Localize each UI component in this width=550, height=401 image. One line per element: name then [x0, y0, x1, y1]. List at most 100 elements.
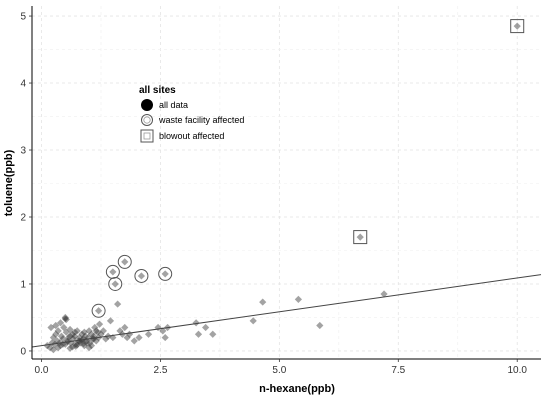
- data-points: [43, 19, 525, 354]
- waste-facility-marker: [158, 266, 173, 281]
- data-point: [123, 333, 131, 342]
- y-tick-label: 5: [20, 12, 26, 23]
- data-point: [68, 343, 77, 351]
- data-point: [64, 337, 72, 345]
- data-point: [59, 335, 67, 343]
- data-point: [80, 342, 88, 350]
- y-tick-label: 1: [20, 279, 26, 290]
- data-point: [66, 332, 74, 340]
- data-point: [94, 328, 102, 336]
- data-point: [89, 335, 97, 343]
- data-point: [121, 323, 129, 332]
- legend-title: all sites: [139, 85, 176, 96]
- data-point: [87, 342, 96, 350]
- legend-open-circle-inner-icon: [143, 116, 151, 124]
- data-point: [75, 337, 84, 345]
- legend-open-square-icon: [140, 129, 154, 143]
- data-point: [316, 321, 324, 330]
- legend-label-blowout: blowout affected: [159, 131, 224, 141]
- data-point: [85, 327, 93, 335]
- data-point: [52, 321, 60, 330]
- data-point: [52, 330, 60, 338]
- data-point: [72, 342, 80, 350]
- data-point: [130, 337, 138, 345]
- data-point: [109, 268, 117, 276]
- data-point: [76, 339, 85, 347]
- data-point: [85, 344, 93, 352]
- grid: [32, 6, 541, 359]
- x-tick-label: 2.5: [153, 365, 167, 376]
- data-point: [114, 300, 122, 308]
- data-point: [99, 327, 107, 335]
- data-point: [159, 327, 167, 335]
- data-point: [73, 341, 81, 349]
- data-point: [79, 339, 87, 348]
- data-point: [66, 325, 74, 334]
- data-point: [65, 333, 73, 342]
- data-point: [121, 258, 129, 266]
- blowout-marker: [510, 19, 525, 34]
- data-point: [48, 339, 56, 347]
- data-point: [294, 295, 302, 303]
- data-point: [46, 344, 54, 352]
- waste-facility-marker: [117, 254, 132, 269]
- data-point: [66, 344, 74, 352]
- blowout-marker: [353, 230, 368, 245]
- data-point: [75, 333, 84, 342]
- data-point: [144, 330, 153, 338]
- data-point: [92, 337, 100, 345]
- data-point: [75, 337, 83, 345]
- data-point: [249, 317, 257, 325]
- data-point: [71, 328, 79, 336]
- legend: all sites all data waste facility affect…: [139, 85, 244, 143]
- data-point: [84, 333, 92, 342]
- data-point: [51, 340, 59, 348]
- data-point: [202, 323, 210, 332]
- tick-labels: 0.0 2.5 5.0 7.5 10.0 0 1 2 3 4 5: [20, 12, 527, 376]
- data-point: [135, 333, 143, 342]
- waste-facility-marker: [91, 303, 106, 318]
- data-point: [62, 315, 70, 324]
- data-point: [60, 323, 68, 332]
- data-point: [54, 344, 62, 352]
- data-point: [61, 313, 69, 322]
- data-point: [92, 327, 100, 335]
- data-point: [72, 340, 80, 348]
- data-point: [73, 327, 81, 335]
- data-point: [106, 317, 115, 325]
- data-point: [67, 339, 75, 347]
- data-point: [49, 346, 58, 354]
- legend-label-all-data: all data: [159, 100, 188, 110]
- x-tick-label: 7.5: [391, 365, 405, 376]
- data-point: [62, 328, 70, 336]
- data-point: [380, 290, 388, 298]
- data-point: [59, 340, 67, 348]
- y-tick-label: 4: [20, 79, 26, 90]
- x-axis-title: n-hexane(ppb): [259, 383, 335, 395]
- data-point: [161, 270, 169, 278]
- data-point: [111, 280, 119, 288]
- data-point: [90, 335, 98, 343]
- x-tick-label: 10.0: [507, 365, 527, 376]
- axes: [29, 6, 541, 362]
- data-point: [80, 328, 88, 336]
- y-tick-label: 2: [20, 212, 26, 223]
- data-point: [71, 332, 79, 340]
- data-point: [61, 315, 69, 323]
- data-point: [194, 330, 203, 338]
- x-tick-label: 0.0: [35, 365, 49, 376]
- data-point: [47, 323, 55, 332]
- data-point: [94, 307, 103, 315]
- data-point: [95, 320, 104, 328]
- data-point: [81, 332, 89, 340]
- legend-open-circle-icon: [141, 114, 153, 126]
- data-point: [109, 333, 117, 342]
- data-point: [102, 335, 110, 343]
- data-point: [356, 233, 364, 241]
- data-point: [116, 327, 124, 335]
- data-point: [137, 272, 146, 280]
- data-point: [91, 323, 99, 332]
- y-tick-label: 0: [20, 346, 26, 357]
- trend-line: [31, 274, 542, 348]
